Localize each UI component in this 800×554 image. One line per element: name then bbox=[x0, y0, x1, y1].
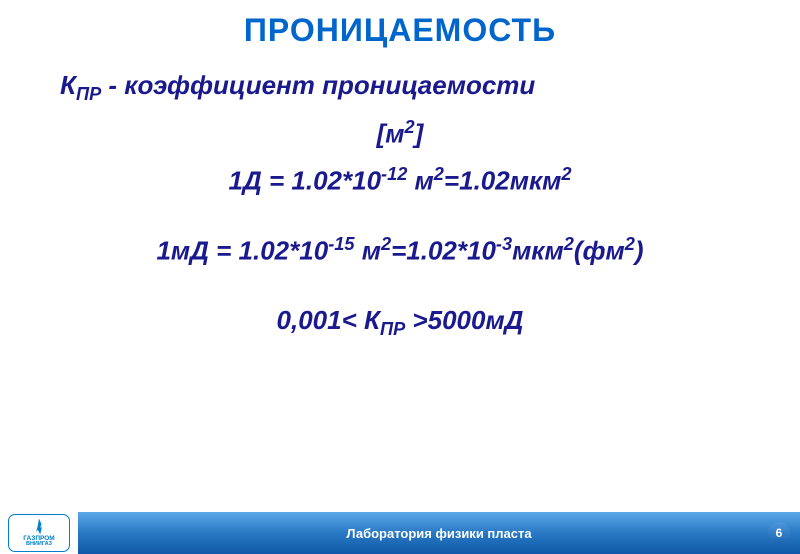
superscript: 2 bbox=[381, 234, 391, 254]
superscript: 2 bbox=[561, 164, 571, 184]
superscript: -3 bbox=[496, 234, 512, 254]
footer-logo: ГАЗПРОМ ВНИИГАЗ bbox=[0, 512, 78, 554]
line-darcy: 1Д = 1.02*10-12 м2=1.02мкм2 bbox=[40, 160, 760, 202]
page-number: 6 bbox=[768, 522, 790, 544]
text-segment: - коэффициент проницаемости bbox=[101, 70, 535, 100]
logo-text-sub: ВНИИГАЗ bbox=[26, 542, 52, 548]
slide-title: ПРОНИЦАЕМОСТЬ bbox=[0, 0, 800, 57]
line-coefficient: КПР - коэффициент проницаемости bbox=[40, 65, 760, 109]
text-segment: 1мД = 1.02*10 bbox=[156, 235, 328, 265]
subscript: ПР bbox=[380, 319, 405, 339]
footer: ГАЗПРОМ ВНИИГАЗ Лаборатория физики пласт… bbox=[0, 512, 800, 554]
superscript: 2 bbox=[625, 234, 635, 254]
text-segment: м bbox=[407, 165, 433, 195]
text-segment: ] bbox=[415, 119, 424, 149]
line-range: 0,001< КПР >5000мД bbox=[40, 300, 760, 344]
superscript: -12 bbox=[381, 164, 407, 184]
text-segment: 0,001< К bbox=[277, 305, 380, 335]
text-segment: м bbox=[354, 235, 380, 265]
text-segment: >5000мД bbox=[405, 305, 523, 335]
superscript: -15 bbox=[328, 234, 354, 254]
spacer bbox=[40, 276, 760, 300]
superscript: 2 bbox=[405, 117, 415, 137]
spacer bbox=[40, 206, 760, 230]
text-segment: =1.02мкм bbox=[444, 165, 561, 195]
text-segment: ) bbox=[635, 235, 644, 265]
flame-icon bbox=[33, 519, 45, 535]
superscript: 2 bbox=[564, 234, 574, 254]
text-segment: К bbox=[60, 70, 76, 100]
content-area: КПР - коэффициент проницаемости [м2] 1Д … bbox=[0, 57, 800, 344]
line-millidarcy: 1мД = 1.02*10-15 м2=1.02*10-3мкм2(фм2) bbox=[40, 230, 760, 272]
footer-bar: Лаборатория физики пласта bbox=[78, 512, 800, 554]
text-segment: 1Д = 1.02*10 bbox=[229, 165, 382, 195]
text-segment: [м bbox=[377, 119, 405, 149]
logo-frame: ГАЗПРОМ ВНИИГАЗ bbox=[8, 514, 70, 552]
footer-text: Лаборатория физики пласта bbox=[346, 526, 531, 541]
text-segment: =1.02*10 bbox=[391, 235, 496, 265]
superscript: 2 bbox=[434, 164, 444, 184]
line-unit: [м2] bbox=[40, 113, 760, 155]
subscript: ПР bbox=[76, 84, 101, 104]
text-segment: мкм bbox=[512, 235, 564, 265]
text-segment: (фм bbox=[574, 235, 625, 265]
